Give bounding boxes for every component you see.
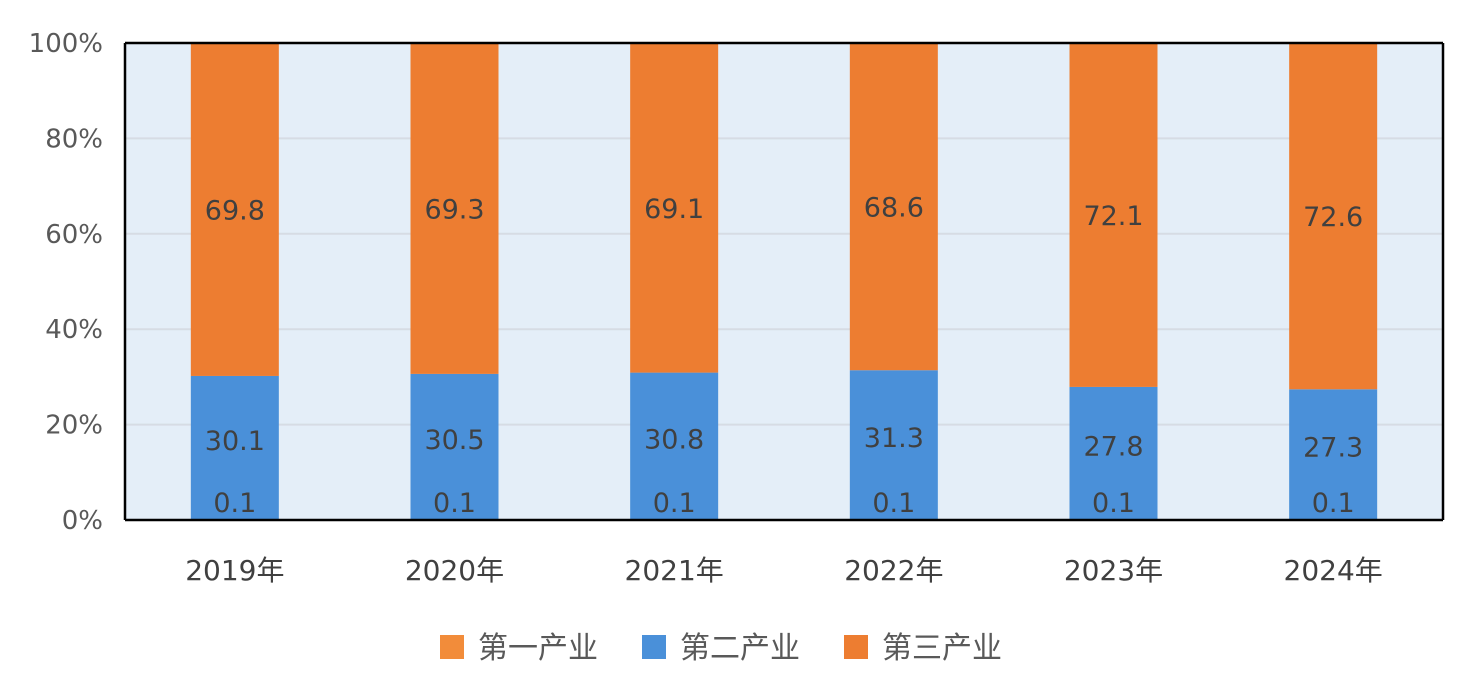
data-label: 30.5: [424, 425, 484, 456]
data-label: 27.8: [1083, 431, 1143, 462]
data-label: 69.8: [205, 195, 265, 226]
legend-label: 第二产业: [680, 631, 800, 666]
data-label: 27.3: [1303, 433, 1363, 464]
data-label: 0.1: [433, 488, 476, 519]
data-label: 72.6: [1303, 202, 1363, 233]
data-label: 0.1: [1092, 488, 1135, 519]
bar-segment: [1069, 386, 1158, 520]
data-label: 69.3: [424, 194, 484, 225]
x-tick-label: 2022年: [844, 554, 943, 587]
data-label: 30.1: [205, 426, 265, 457]
data-label: 69.1: [644, 194, 704, 225]
x-tick-label: 2020年: [405, 554, 504, 587]
data-label: 68.6: [864, 193, 924, 224]
bar-segment: [630, 372, 719, 520]
data-label: 0.1: [653, 488, 696, 519]
x-tick-label: 2024年: [1284, 554, 1383, 587]
data-label: 31.3: [864, 423, 924, 454]
legend-swatch: [642, 635, 666, 659]
y-tick-label: 80%: [45, 124, 103, 154]
y-tick-label: 100%: [29, 29, 103, 59]
bar-segment: [1289, 389, 1378, 520]
y-tick-label: 0%: [62, 506, 103, 536]
bar-segment: [849, 370, 938, 520]
data-label: 0.1: [872, 488, 915, 519]
data-label: 30.8: [644, 424, 704, 455]
data-label: 0.1: [1312, 488, 1355, 519]
x-tick-label: 2023年: [1064, 554, 1163, 587]
legend-swatch: [844, 635, 868, 659]
bar-segment: [190, 43, 279, 376]
bar-segment: [1069, 43, 1158, 387]
legend-label: 第一产业: [478, 631, 598, 666]
plot-area: [125, 43, 1443, 520]
legend-label: 第三产业: [882, 631, 1002, 666]
y-tick-label: 60%: [45, 220, 103, 250]
data-label: 72.1: [1083, 201, 1143, 232]
bar-segment: [849, 43, 938, 371]
bar-segment: [410, 43, 499, 374]
bar-segment: [1289, 43, 1378, 390]
bar-segment: [630, 43, 719, 373]
legend-swatch: [440, 635, 464, 659]
data-label: 0.1: [213, 488, 256, 519]
y-tick-label: 40%: [45, 315, 103, 345]
x-tick-label: 2021年: [625, 554, 724, 587]
bar-segment: [410, 373, 499, 520]
x-tick-label: 2019年: [185, 554, 284, 587]
bar-segment: [190, 375, 279, 520]
y-tick-label: 20%: [45, 411, 103, 441]
